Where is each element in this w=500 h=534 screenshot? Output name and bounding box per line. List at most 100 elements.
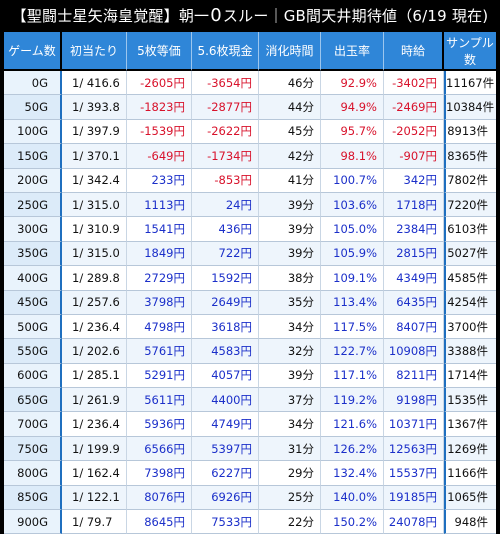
cell-time: 31分 — [259, 436, 321, 462]
cell-5-equal: 5291円 — [127, 363, 192, 389]
cell-5-6-cash: 6227円 — [192, 461, 259, 486]
title-zero: 0 — [210, 5, 222, 26]
cell-samples: 948件 — [444, 510, 496, 534]
cell-game-count: 800G — [4, 461, 62, 486]
table-row: 550G 1/ 202.6 5761円 4583円 32分 122.7% 10908円 338… — [4, 339, 496, 364]
cell-5-6-cash: 4749円 — [192, 412, 259, 437]
cell-hourly-wage: 4349円 — [384, 266, 444, 291]
cell-payout-rate: 140.0% — [321, 485, 384, 511]
cell-hourly-wage: 2815円 — [384, 241, 444, 267]
cell-game-count: 350G — [4, 241, 62, 267]
cell-samples: 1065件 — [444, 485, 496, 511]
cell-5-equal: 8645円 — [127, 510, 192, 534]
cell-time: 39分 — [259, 217, 321, 242]
cell-samples: 3388件 — [444, 339, 496, 364]
cell-first-hit: 1/ 397.9 — [62, 119, 127, 145]
table-row: 350G 1/ 315.0 1849円 722円 39分 105.9% 2815円 5027件 — [4, 241, 496, 267]
cell-time: 29分 — [259, 461, 321, 486]
header-samples: サンプル数 — [444, 32, 496, 71]
cell-hourly-wage: 24078円 — [384, 510, 444, 534]
header-5-equal: 5枚等価 — [127, 32, 192, 71]
cell-5-6-cash: 5397円 — [192, 436, 259, 462]
cell-first-hit: 1/ 370.1 — [62, 144, 127, 169]
cell-5-equal: 5611円 — [127, 388, 192, 413]
cell-time: 42分 — [259, 144, 321, 169]
table-row: 700G 1/ 236.4 5936円 4749円 34分 121.6% 10371円 136… — [4, 412, 496, 437]
cell-time: 39分 — [259, 241, 321, 267]
cell-game-count: 650G — [4, 388, 62, 413]
cell-payout-rate: 92.9% — [321, 71, 384, 96]
cell-samples: 6103件 — [444, 217, 496, 242]
cell-samples: 4254件 — [444, 290, 496, 315]
header-game-count: ゲーム数 — [4, 32, 62, 71]
title-prefix: 【聖闘士星矢海皇覚醒】朝一 — [11, 7, 210, 25]
cell-first-hit: 1/ 310.9 — [62, 217, 127, 242]
cell-hourly-wage: 15537円 — [384, 461, 444, 486]
cell-time: 46分 — [259, 71, 321, 96]
title-suffix: スルー｜GB間天井期待値（6/19 現在) — [222, 7, 489, 25]
cell-payout-rate: 132.4% — [321, 461, 384, 486]
header-hourly-wage: 時給 — [384, 32, 444, 71]
cell-hourly-wage: 8211円 — [384, 363, 444, 389]
cell-5-6-cash: -2622円 — [192, 119, 259, 145]
cell-5-equal: 8076円 — [127, 485, 192, 511]
table-row: 100G 1/ 397.9 -1539円 -2622円 45分 95.7% -2052円 89… — [4, 119, 496, 145]
cell-first-hit: 1/ 289.8 — [62, 266, 127, 291]
cell-5-equal: -1823円 — [127, 95, 192, 120]
cell-payout-rate: 150.2% — [321, 510, 384, 534]
header-5-6-cash: 5.6枚現金 — [192, 32, 259, 71]
expectation-table: ゲーム数 初当たり 5枚等価 5.6枚現金 消化時間 出玉率 時給 サンプル数 … — [4, 32, 496, 534]
cell-5-6-cash: 7533円 — [192, 510, 259, 534]
cell-game-count: 850G — [4, 485, 62, 511]
cell-game-count: 700G — [4, 412, 62, 437]
cell-first-hit: 1/ 236.4 — [62, 412, 127, 437]
cell-hourly-wage: 10371円 — [384, 412, 444, 437]
cell-hourly-wage: -2052円 — [384, 119, 444, 145]
table-row: 600G 1/ 285.1 5291円 4057円 39分 117.1% 8211円 1714… — [4, 363, 496, 389]
cell-time: 38分 — [259, 266, 321, 291]
cell-game-count: 550G — [4, 339, 62, 364]
cell-5-equal: -2605円 — [127, 71, 192, 96]
cell-payout-rate: 103.6% — [321, 192, 384, 218]
cell-5-6-cash: 436円 — [192, 217, 259, 242]
cell-time: 37分 — [259, 388, 321, 413]
cell-first-hit: 1/ 162.4 — [62, 461, 127, 486]
cell-game-count: 600G — [4, 363, 62, 389]
header-payout-rate: 出玉率 — [321, 32, 384, 71]
cell-time: 39分 — [259, 363, 321, 389]
cell-first-hit: 1/ 416.6 — [62, 71, 127, 96]
cell-5-equal: 6566円 — [127, 436, 192, 462]
cell-hourly-wage: 342円 — [384, 168, 444, 193]
cell-payout-rate: 95.7% — [321, 119, 384, 145]
cell-payout-rate: 109.1% — [321, 266, 384, 291]
cell-payout-rate: 100.7% — [321, 168, 384, 193]
cell-hourly-wage: 19185円 — [384, 485, 444, 511]
expectation-table-wrap: ゲーム数 初当たり 5枚等価 5.6枚現金 消化時間 出玉率 時給 サンプル数 … — [4, 32, 496, 534]
cell-game-count: 500G — [4, 314, 62, 340]
cell-first-hit: 1/ 236.4 — [62, 314, 127, 340]
cell-5-equal: 233円 — [127, 168, 192, 193]
table-row: 650G 1/ 261.9 5611円 4400円 37分 119.2% 9198円 1535… — [4, 388, 496, 413]
cell-first-hit: 1/ 122.1 — [62, 485, 127, 511]
cell-payout-rate: 105.0% — [321, 217, 384, 242]
cell-5-6-cash: 2649円 — [192, 290, 259, 315]
cell-game-count: 900G — [4, 510, 62, 534]
table-row: 850G 1/ 122.1 8076円 6926円 25分 140.0% 19185円 106… — [4, 485, 496, 511]
cell-5-6-cash: 4583円 — [192, 339, 259, 364]
cell-first-hit: 1/ 202.6 — [62, 339, 127, 364]
table-row: 800G 1/ 162.4 7398円 6227円 29分 132.4% 15537円 116… — [4, 461, 496, 486]
cell-5-6-cash: 722円 — [192, 241, 259, 267]
cell-game-count: 750G — [4, 436, 62, 462]
cell-hourly-wage: -907円 — [384, 144, 444, 169]
cell-payout-rate: 126.2% — [321, 436, 384, 462]
cell-samples: 1269件 — [444, 436, 496, 462]
header-time: 消化時間 — [259, 32, 321, 71]
cell-time: 39分 — [259, 192, 321, 218]
cell-time: 45分 — [259, 119, 321, 145]
cell-first-hit: 1/ 393.8 — [62, 95, 127, 120]
cell-5-equal: 4798円 — [127, 314, 192, 340]
cell-5-equal: -1539円 — [127, 119, 192, 145]
cell-samples: 1535件 — [444, 388, 496, 413]
cell-samples: 1367件 — [444, 412, 496, 437]
